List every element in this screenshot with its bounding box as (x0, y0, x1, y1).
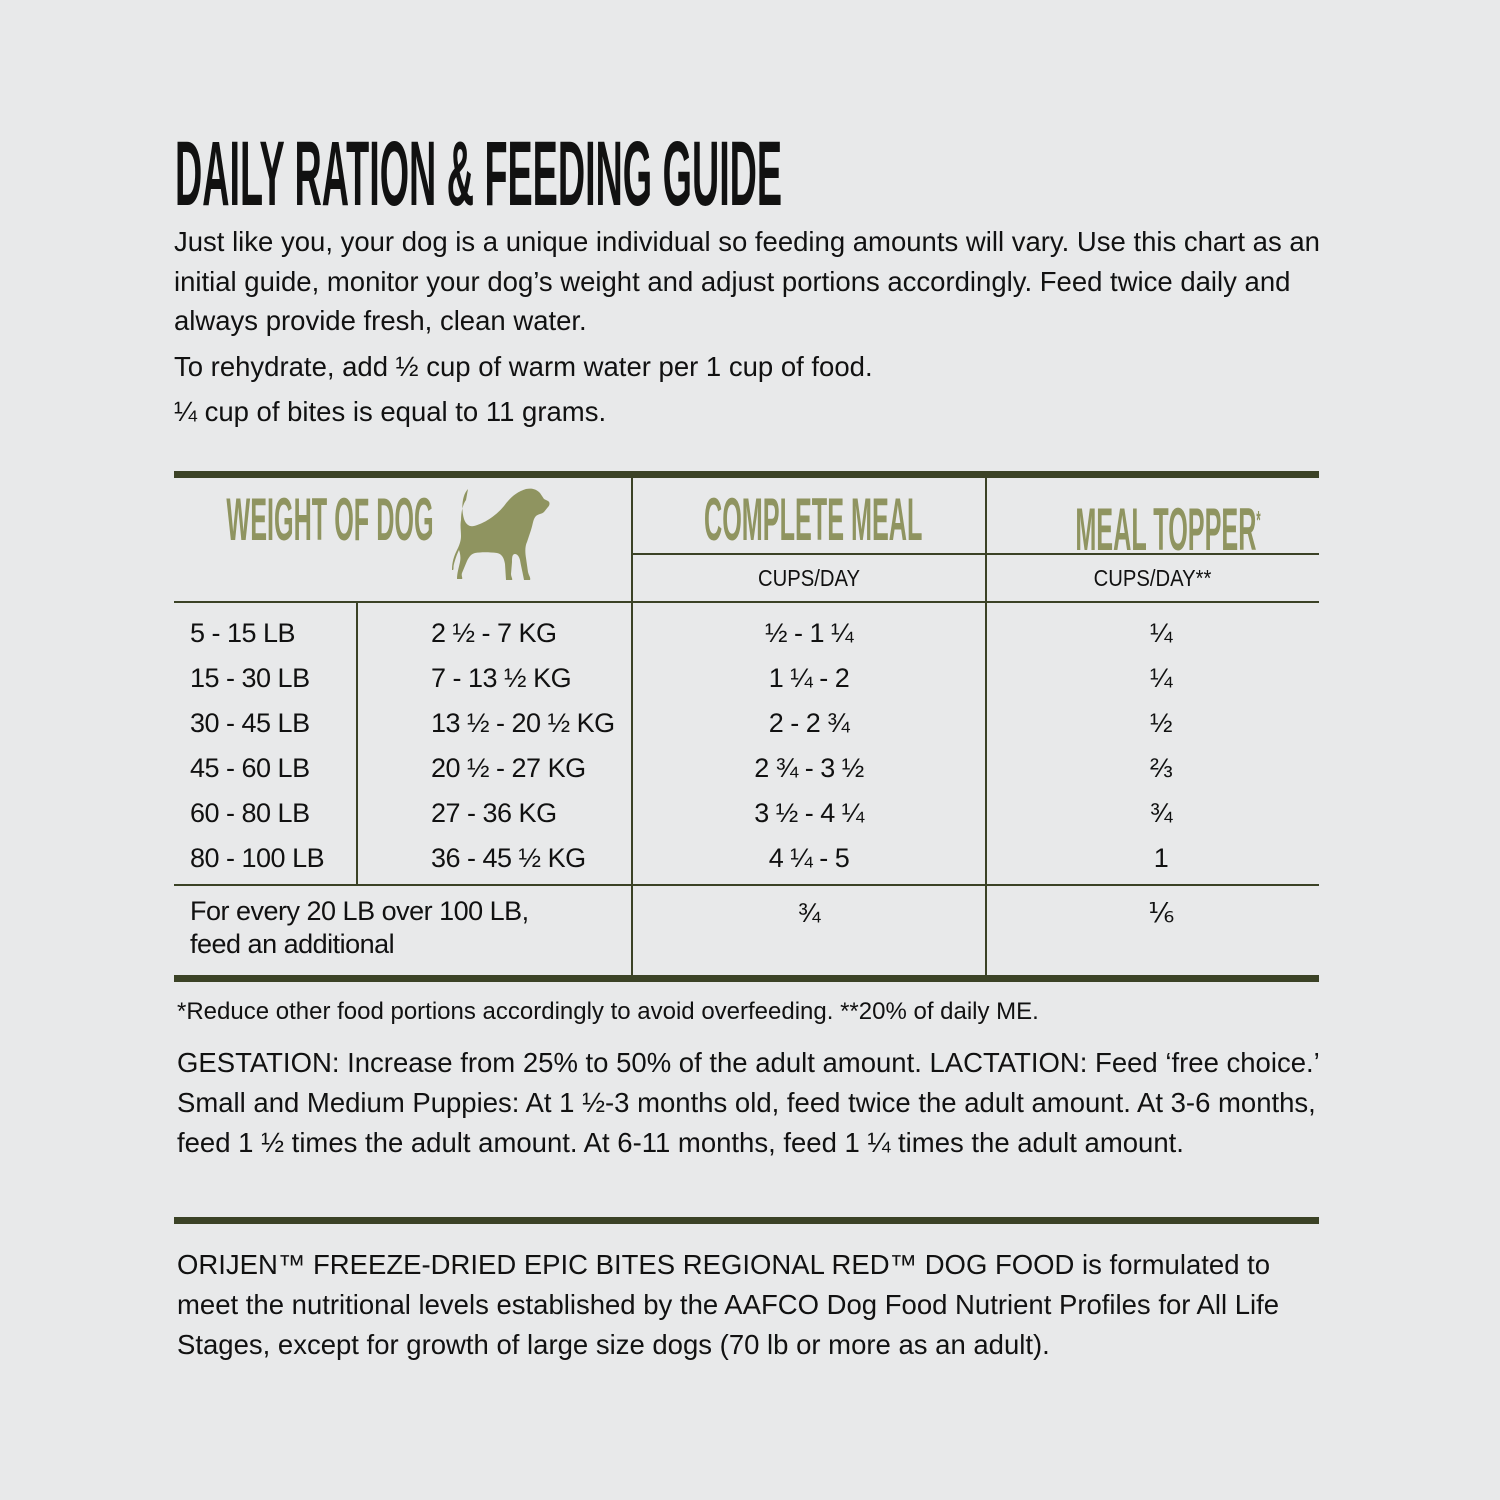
meal-topper-value: ⅔ (1149, 753, 1173, 783)
complete-meal-value: 3 ½ - 4 ¼ (754, 798, 864, 828)
section-rule (174, 1217, 1319, 1224)
gestation-paragraph: GESTATION: Increase from 25% to 50% of t… (177, 1043, 1327, 1163)
column-divider (985, 478, 987, 975)
header-meal-topper: MEAL TOPPER* (1063, 490, 1273, 560)
header-divider (632, 553, 1319, 555)
column-divider (631, 478, 633, 975)
aafco-text: ORIJEN™ FREEZE-DRIED EPIC BITES REGIONAL… (177, 1249, 1280, 1360)
table-row: 80 - 100 LB 36 - 45 ½ KG 4 ¼ - 5 1 (0, 836, 1500, 881)
extra-topper-value: ⅙ (1148, 898, 1174, 928)
weight-lb: 15 - 30 LB (190, 663, 310, 693)
page-title: DAILY RATION & FEEDING GUIDE (175, 123, 783, 225)
table-top-rule (174, 471, 1319, 478)
complete-meal-value: 2 - 2 ¾ (768, 708, 850, 738)
weight-kg: 20 ½ - 27 KG (431, 753, 586, 783)
table-body: 5 - 15 LB 2 ½ - 7 KG ½ - 1 ¼ ¼ 15 - 30 L… (0, 611, 1500, 881)
weight-kg: 7 - 13 ½ KG (431, 663, 572, 693)
aafco-paragraph: ORIJEN™ FREEZE-DRIED EPIC BITES REGIONAL… (177, 1245, 1327, 1365)
column-divider (356, 603, 358, 884)
header-meal-topper-label: MEAL TOPPER (1075, 496, 1257, 563)
meal-topper-value: ¾ (1149, 798, 1173, 828)
gestation-text: GESTATION: Increase from 25% to 50% of t… (177, 1047, 1319, 1158)
header-complete-meal: COMPLETE MEAL (704, 486, 923, 553)
header-weight-of-dog: WEIGHT OF DOG (226, 486, 434, 553)
weight-lb: 60 - 80 LB (190, 798, 310, 828)
extra-label-line1: For every 20 LB over 100 LB, (190, 896, 529, 926)
meal-topper-value: ¼ (1149, 618, 1173, 648)
header-bottom-rule (174, 601, 1319, 603)
weight-lb: 80 - 100 LB (190, 843, 325, 873)
complete-meal-value: 1 ¼ - 2 (768, 663, 850, 693)
meal-topper-value: 1 (1153, 843, 1169, 873)
weight-lb: 30 - 45 LB (190, 708, 310, 738)
intro-text: Just like you, your dog is a unique indi… (174, 222, 1334, 432)
complete-meal-unit: CUPS/DAY (758, 565, 860, 591)
extra-complete-value: ¾ (797, 898, 821, 928)
weight-kg: 2 ½ - 7 KG (431, 618, 557, 648)
table-row: 45 - 60 LB 20 ½ - 27 KG 2 ¾ - 3 ½ ⅔ (0, 746, 1500, 791)
weight-lb: 45 - 60 LB (190, 753, 310, 783)
complete-meal-value: 2 ¾ - 3 ½ (754, 753, 864, 783)
complete-meal-value: 4 ¼ - 5 (768, 843, 850, 873)
table-row: 30 - 45 LB 13 ½ - 20 ½ KG 2 - 2 ¾ ½ (0, 701, 1500, 746)
meal-topper-value: ½ (1149, 708, 1173, 738)
intro-paragraph: Just like you, your dog is a unique indi… (174, 226, 1320, 336)
weight-kg: 27 - 36 KG (431, 798, 557, 828)
extra-label-line2: feed an additional (190, 929, 395, 959)
rehydrate-note: To rehydrate, add ½ cup of warm water pe… (174, 350, 873, 382)
rows-bottom-rule (174, 884, 1319, 886)
extra-row: For every 20 LB over 100 LB, feed an add… (190, 895, 529, 961)
table-row: 15 - 30 LB 7 - 13 ½ KG 1 ¼ - 2 ¼ (0, 656, 1500, 701)
table-row: 5 - 15 LB 2 ½ - 7 KG ½ - 1 ¼ ¼ (0, 611, 1500, 656)
asterisk-mark: * (1256, 505, 1261, 535)
weight-lb: 5 - 15 LB (190, 618, 296, 648)
dog-silhouette-icon (452, 488, 550, 580)
meal-topper-value: ¼ (1149, 663, 1173, 693)
meal-topper-unit: CUPS/DAY** (1093, 565, 1212, 591)
weight-kg: 36 - 45 ½ KG (431, 843, 586, 873)
table-row: 60 - 80 LB 27 - 36 KG 3 ½ - 4 ¼ ¾ (0, 791, 1500, 836)
weight-kg: 13 ½ - 20 ½ KG (431, 708, 615, 738)
complete-meal-value: ½ - 1 ¼ (764, 618, 854, 648)
table-bottom-rule (174, 975, 1319, 982)
footnote: *Reduce other food portions accordingly … (177, 998, 1039, 1025)
bites-note: ¼ cup of bites is equal to 11 grams. (174, 396, 607, 427)
